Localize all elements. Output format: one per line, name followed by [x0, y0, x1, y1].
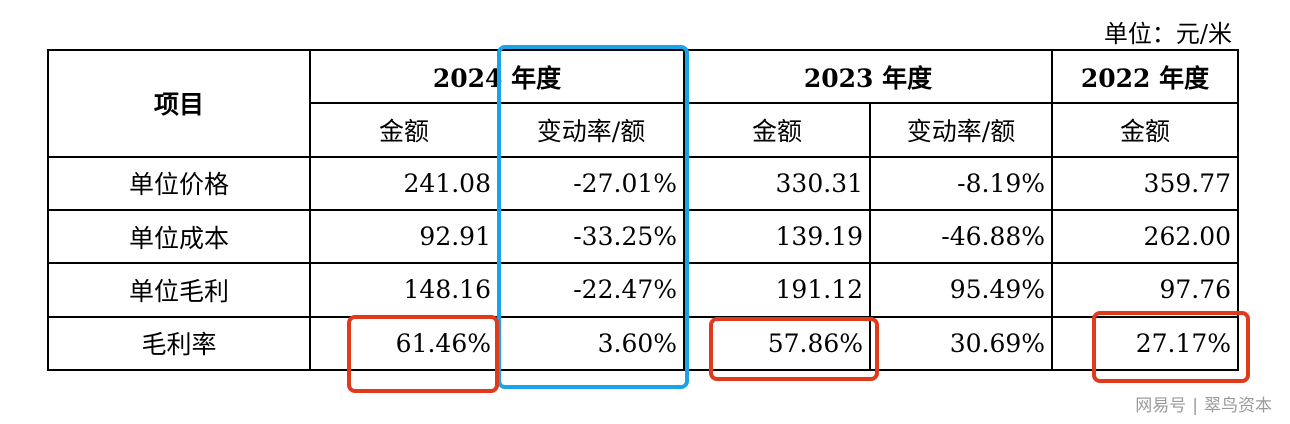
cell-amount-2024: 148.16 [309, 262, 499, 318]
table-row: 单位价格 241.08 -27.01% 330.31 -8.19% 359.77 [47, 155, 1240, 211]
header-change-2024: 变动率/额 [496, 102, 686, 158]
header-item: 项目 [47, 49, 311, 158]
header-amount-2023: 金额 [683, 102, 872, 158]
table-row: 单位成本 92.91 -33.25% 139.19 -46.88% 262.00 [47, 208, 1240, 265]
cell-change-2024: -27.01% [496, 155, 686, 211]
cell-amount-2024: 92.91 [309, 208, 499, 265]
cell-amount-2023: 139.19 [683, 208, 872, 265]
watermark-separator: | [1192, 396, 1198, 416]
table-row: 毛利率 61.46% 3.60% 57.86% 30.69% 27.17% [47, 315, 1240, 372]
cell-amount-2024: 241.08 [309, 155, 499, 211]
cell-amount-2023: 57.86% [683, 315, 872, 372]
cell-amount-2022: 97.76 [1051, 262, 1240, 318]
cell-amount-2023: 191.12 [683, 262, 872, 318]
watermark-account: 翠鸟资本 [1204, 396, 1272, 416]
row-label: 单位成本 [47, 208, 311, 265]
header-year-2024: 2024 年度 [308, 48, 686, 105]
unit-label: 单位：元/米 [1103, 20, 1232, 48]
header-amount-2024: 金额 [309, 102, 499, 158]
header-year-2023: 2023 年度 [683, 48, 1054, 105]
cell-amount-2023: 330.31 [683, 155, 872, 211]
cell-amount-2024: 61.46% [309, 315, 499, 372]
header-change-2023: 变动率/额 [869, 102, 1054, 158]
cell-change-2023: -8.19% [869, 155, 1054, 211]
watermark-platform: 网易号 [1135, 396, 1187, 416]
cell-amount-2022: 27.17% [1051, 315, 1240, 372]
row-label: 单位毛利 [47, 262, 311, 318]
cell-change-2024: 3.60% [496, 315, 686, 372]
cell-change-2023: 30.69% [869, 315, 1054, 372]
header-year-2022: 2022 年度 [1051, 48, 1240, 105]
financial-table: 项目 2024 年度 2023 年度 2022 年度 金额 变动率/额 金额 变… [47, 48, 1240, 372]
cell-change-2023: 95.49% [869, 262, 1054, 318]
header-row-years: 项目 2024 年度 2023 年度 2022 年度 [47, 48, 1240, 158]
header-amount-2022: 金额 [1051, 102, 1240, 158]
row-label: 单位价格 [47, 155, 311, 211]
cell-amount-2022: 359.77 [1051, 155, 1240, 211]
header-row-metrics: 金额 变动率/额 金额 变动率/额 金额 [48, 102, 1240, 158]
row-label: 毛利率 [47, 315, 311, 372]
cell-change-2024: -33.25% [496, 208, 686, 265]
cell-amount-2022: 262.00 [1051, 208, 1240, 265]
cell-change-2024: -22.47% [496, 262, 686, 318]
table-row: 单位毛利 148.16 -22.47% 191.12 95.49% 97.76 [47, 262, 1240, 318]
cell-change-2023: -46.88% [869, 208, 1054, 265]
watermark: 网易号 | 翠鸟资本 [1135, 391, 1272, 416]
